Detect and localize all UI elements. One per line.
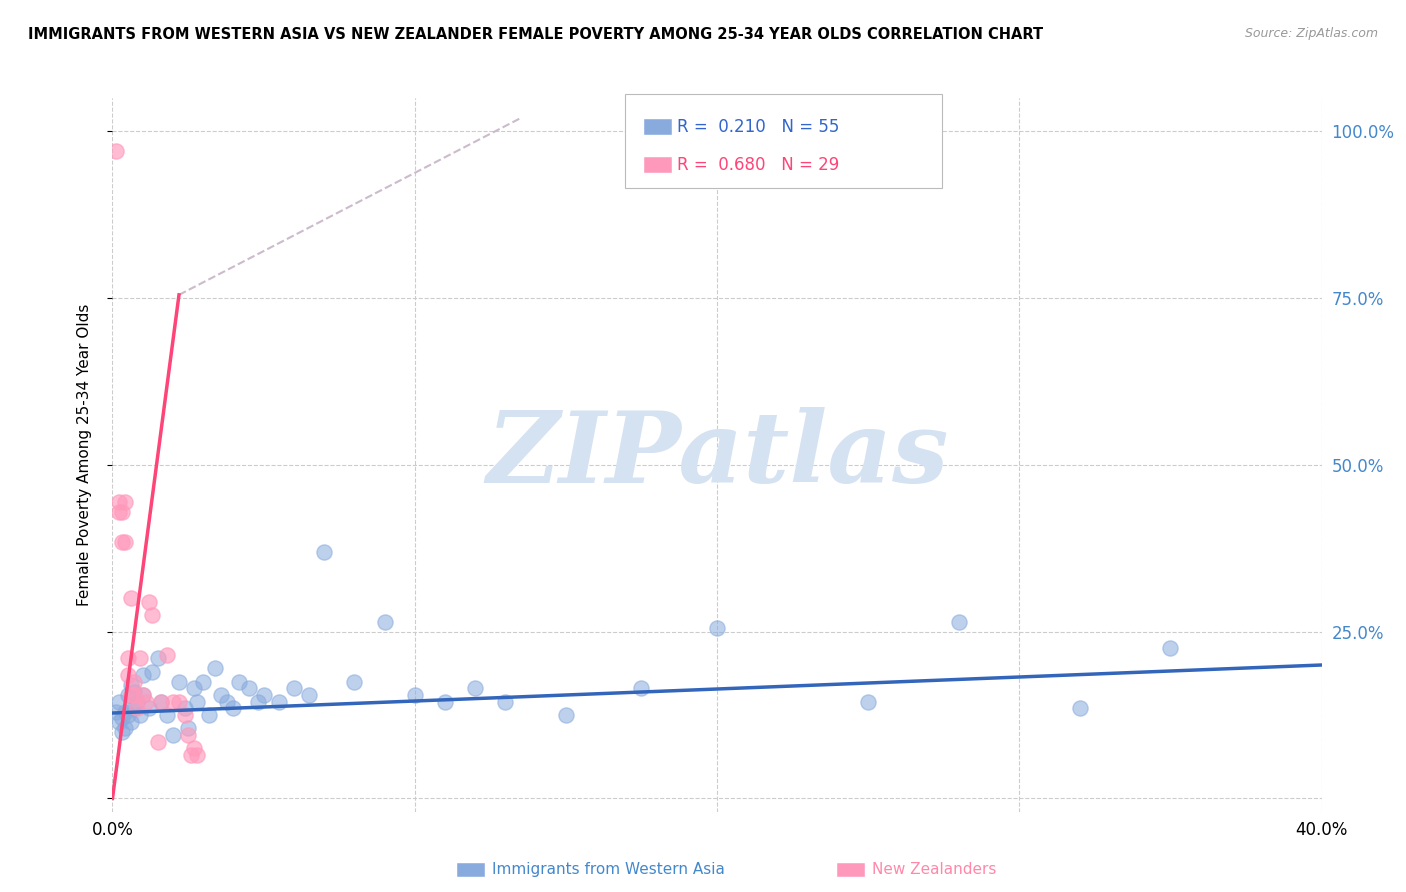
Point bbox=[180, 747, 202, 762]
Point bbox=[110, 711, 132, 725]
Point bbox=[114, 534, 136, 549]
Point bbox=[110, 534, 132, 549]
Point bbox=[948, 615, 970, 629]
Point bbox=[630, 681, 652, 696]
Point bbox=[110, 505, 132, 519]
Point bbox=[149, 695, 172, 709]
Point bbox=[162, 695, 184, 709]
Point bbox=[314, 544, 336, 558]
Point bbox=[122, 674, 145, 689]
Point bbox=[135, 695, 157, 709]
Point bbox=[132, 688, 155, 702]
Point bbox=[120, 688, 142, 702]
Point bbox=[404, 688, 426, 702]
Point bbox=[198, 708, 221, 723]
Text: Immigrants from Western Asia: Immigrants from Western Asia bbox=[492, 863, 725, 877]
Point bbox=[177, 722, 200, 736]
Point bbox=[104, 705, 127, 719]
Point bbox=[117, 708, 139, 723]
Point bbox=[141, 665, 163, 679]
Point bbox=[107, 714, 129, 729]
Text: R =  0.210   N = 55: R = 0.210 N = 55 bbox=[678, 119, 839, 136]
Point bbox=[138, 701, 160, 715]
Point bbox=[343, 674, 366, 689]
Point bbox=[464, 681, 486, 696]
Point bbox=[706, 621, 728, 635]
Point bbox=[554, 708, 576, 723]
Point bbox=[122, 684, 145, 698]
Point bbox=[191, 674, 214, 689]
Point bbox=[117, 651, 139, 665]
Point bbox=[132, 688, 155, 702]
Point bbox=[141, 607, 163, 622]
Point bbox=[138, 594, 160, 608]
Point bbox=[146, 734, 169, 748]
Point bbox=[283, 681, 305, 696]
Text: ZIPatlas: ZIPatlas bbox=[486, 407, 948, 503]
Point bbox=[156, 648, 179, 662]
Point bbox=[238, 681, 260, 696]
Point bbox=[228, 674, 250, 689]
Point bbox=[253, 688, 276, 702]
Point bbox=[1069, 701, 1091, 715]
Point bbox=[107, 505, 129, 519]
Point bbox=[128, 651, 150, 665]
Point bbox=[174, 708, 197, 723]
Text: IMMIGRANTS FROM WESTERN ASIA VS NEW ZEALANDER FEMALE POVERTY AMONG 25-34 YEAR OL: IMMIGRANTS FROM WESTERN ASIA VS NEW ZEAL… bbox=[28, 27, 1043, 42]
Text: New Zealanders: New Zealanders bbox=[872, 863, 995, 877]
Point bbox=[174, 701, 197, 715]
Point bbox=[217, 695, 239, 709]
Y-axis label: Female Poverty Among 25-34 Year Olds: Female Poverty Among 25-34 Year Olds bbox=[77, 304, 91, 606]
Point bbox=[107, 695, 129, 709]
Point bbox=[120, 678, 142, 692]
Point bbox=[132, 668, 155, 682]
Point bbox=[104, 145, 127, 159]
Point bbox=[107, 494, 129, 508]
Point bbox=[209, 688, 232, 702]
Point bbox=[183, 681, 205, 696]
Text: R =  0.680   N = 29: R = 0.680 N = 29 bbox=[678, 156, 839, 174]
Point bbox=[222, 701, 245, 715]
Point bbox=[120, 591, 142, 606]
Point bbox=[298, 688, 321, 702]
Point bbox=[1159, 641, 1181, 656]
Point bbox=[156, 708, 179, 723]
Point bbox=[114, 722, 136, 736]
Point bbox=[495, 695, 517, 709]
Point bbox=[110, 724, 132, 739]
Point bbox=[128, 708, 150, 723]
Point bbox=[167, 695, 190, 709]
Point bbox=[162, 728, 184, 742]
Point bbox=[177, 728, 200, 742]
Point bbox=[149, 695, 172, 709]
Point bbox=[122, 701, 145, 715]
Point bbox=[267, 695, 290, 709]
Point bbox=[246, 695, 269, 709]
Point bbox=[186, 695, 208, 709]
Point bbox=[125, 701, 148, 715]
Point bbox=[120, 714, 142, 729]
Point bbox=[117, 688, 139, 702]
Point bbox=[125, 695, 148, 709]
Point bbox=[374, 615, 396, 629]
Point bbox=[183, 741, 205, 756]
Point bbox=[167, 674, 190, 689]
Point bbox=[114, 494, 136, 508]
Point bbox=[433, 695, 456, 709]
Point bbox=[146, 651, 169, 665]
Point bbox=[117, 668, 139, 682]
Point bbox=[114, 705, 136, 719]
Point bbox=[204, 661, 226, 675]
Point bbox=[186, 747, 208, 762]
Point bbox=[856, 695, 880, 709]
Point bbox=[122, 688, 145, 702]
Text: Source: ZipAtlas.com: Source: ZipAtlas.com bbox=[1244, 27, 1378, 40]
